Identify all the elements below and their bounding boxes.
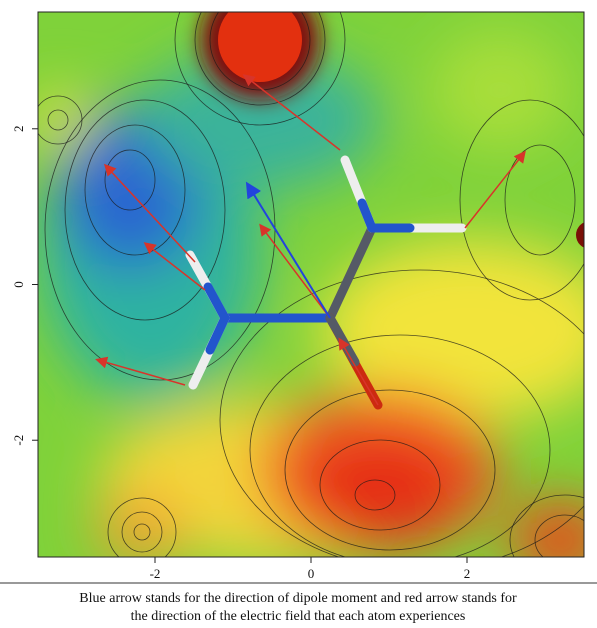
y-tick-label: -2 [11, 435, 26, 446]
figure: Blue arrow stands for the direction of d… [0, 0, 597, 628]
caption-line: the direction of the electric field that… [131, 609, 466, 624]
y-tick-label: 2 [11, 126, 26, 133]
y-tick-label: 0 [11, 281, 26, 288]
x-tick-label: 2 [464, 566, 471, 581]
caption-line: Blue arrow stands for the direction of d… [79, 591, 517, 606]
x-tick-label: -2 [150, 566, 161, 581]
x-tick-label: 0 [308, 566, 315, 581]
